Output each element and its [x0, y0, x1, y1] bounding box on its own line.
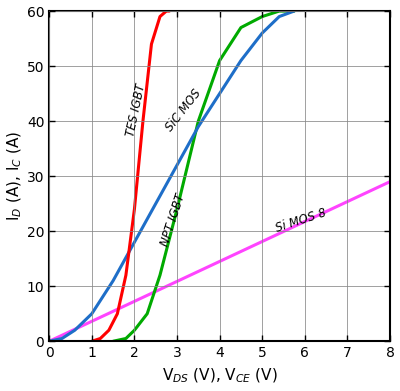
- Text: TES IGBT: TES IGBT: [125, 83, 148, 138]
- Text: Si MOS 8: Si MOS 8: [274, 206, 328, 235]
- Y-axis label: I$_{D}$ (A), I$_{C}$ (A): I$_{D}$ (A), I$_{C}$ (A): [6, 131, 24, 221]
- X-axis label: V$_{DS}$ (V), V$_{CE}$ (V): V$_{DS}$ (V), V$_{CE}$ (V): [162, 367, 278, 386]
- Text: SiC MOS: SiC MOS: [163, 86, 204, 134]
- Text: NPT IGBT: NPT IGBT: [158, 192, 187, 248]
